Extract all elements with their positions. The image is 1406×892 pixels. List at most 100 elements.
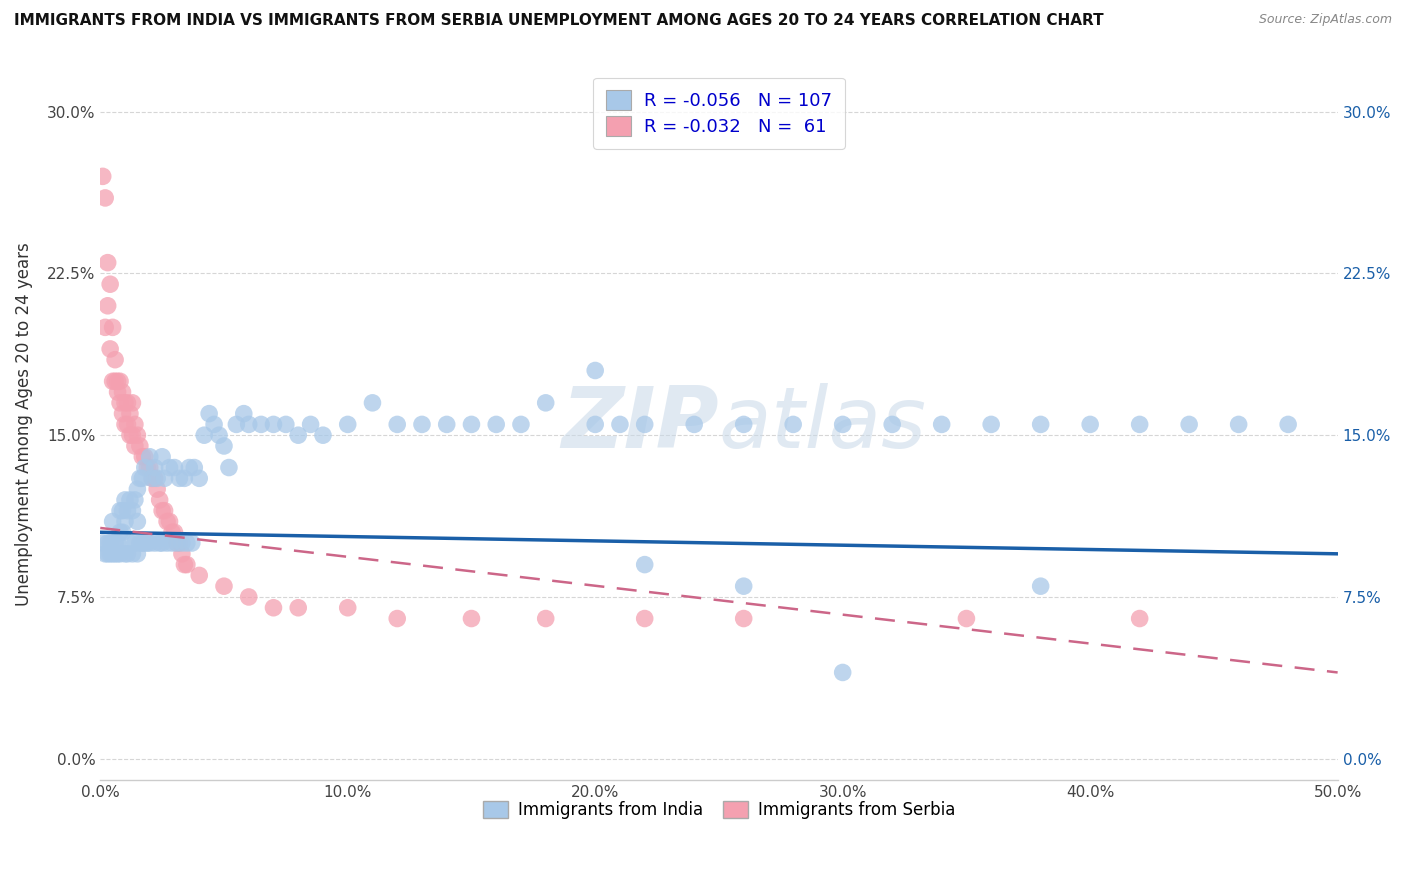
Point (169, 536, 191, 550)
Y-axis label: Unemployment Among Ages 20 to 24 years: Unemployment Among Ages 20 to 24 years (15, 243, 32, 607)
Point (131, 471, 153, 485)
Point (101, 515, 124, 529)
Point (128, 471, 150, 485)
Point (1227, 417, 1250, 432)
Point (193, 428, 215, 442)
Point (212, 579, 235, 593)
Point (108, 547, 131, 561)
Point (1129, 611, 1152, 625)
Point (238, 590, 260, 604)
Point (121, 504, 143, 518)
Point (143, 460, 166, 475)
Point (97, 547, 120, 561)
Point (263, 417, 285, 432)
Point (108, 504, 131, 518)
Point (634, 417, 657, 432)
Point (153, 471, 176, 485)
Point (108, 374, 131, 388)
Point (287, 428, 309, 442)
Point (139, 460, 162, 475)
Point (361, 396, 384, 410)
Point (156, 515, 179, 529)
Point (111, 407, 134, 421)
Text: IMMIGRANTS FROM INDIA VS IMMIGRANTS FROM SERBIA UNEMPLOYMENT AMONG AGES 20 TO 24: IMMIGRANTS FROM INDIA VS IMMIGRANTS FROM… (14, 13, 1104, 29)
Point (160, 536, 183, 550)
Point (931, 417, 953, 432)
Point (166, 536, 188, 550)
Point (108, 396, 131, 410)
Point (104, 374, 127, 388)
Point (146, 482, 169, 496)
Point (108, 525, 131, 540)
Point (118, 428, 141, 442)
Point (336, 417, 359, 432)
Point (121, 396, 143, 410)
Point (101, 547, 124, 561)
Point (387, 417, 409, 432)
Point (149, 492, 172, 507)
Point (179, 460, 201, 475)
Point (183, 460, 205, 475)
Point (176, 558, 198, 572)
Legend: Immigrants from India, Immigrants from Serbia: Immigrants from India, Immigrants from S… (477, 794, 962, 825)
Point (150, 536, 173, 550)
Point (153, 504, 176, 518)
Point (634, 611, 657, 625)
Point (98, 547, 121, 561)
Point (831, 665, 853, 680)
Point (208, 428, 231, 442)
Point (107, 547, 129, 561)
Point (114, 396, 136, 410)
Point (1078, 417, 1101, 432)
Point (202, 417, 225, 432)
Point (111, 385, 134, 400)
Point (139, 450, 162, 464)
Point (101, 320, 124, 334)
Point (1277, 417, 1299, 432)
Point (299, 417, 322, 432)
Point (117, 417, 139, 432)
Point (634, 558, 657, 572)
Point (136, 536, 159, 550)
Point (117, 547, 139, 561)
Point (136, 460, 159, 475)
Point (141, 471, 163, 485)
Point (117, 504, 139, 518)
Point (131, 536, 153, 550)
Point (124, 536, 146, 550)
Point (312, 428, 335, 442)
Point (733, 417, 755, 432)
Point (160, 525, 183, 540)
Point (121, 547, 143, 561)
Point (111, 504, 134, 518)
Point (173, 471, 195, 485)
Point (124, 439, 146, 453)
Point (97, 299, 120, 313)
Point (176, 536, 198, 550)
Point (274, 417, 297, 432)
Point (101, 374, 124, 388)
Point (107, 385, 129, 400)
Point (510, 417, 533, 432)
Point (225, 417, 247, 432)
Point (163, 460, 186, 475)
Point (460, 611, 482, 625)
Point (121, 428, 143, 442)
Point (150, 504, 173, 518)
Point (180, 536, 202, 550)
Point (118, 407, 141, 421)
Point (411, 417, 433, 432)
Point (111, 525, 134, 540)
Point (232, 407, 254, 421)
Point (127, 547, 149, 561)
Point (107, 536, 129, 550)
Point (166, 536, 188, 550)
Point (91, 536, 114, 550)
Point (583, 363, 606, 377)
Point (124, 417, 146, 432)
Point (117, 396, 139, 410)
Point (955, 611, 977, 625)
Point (139, 536, 162, 550)
Point (263, 600, 285, 615)
Text: ZIP: ZIP (561, 383, 718, 466)
